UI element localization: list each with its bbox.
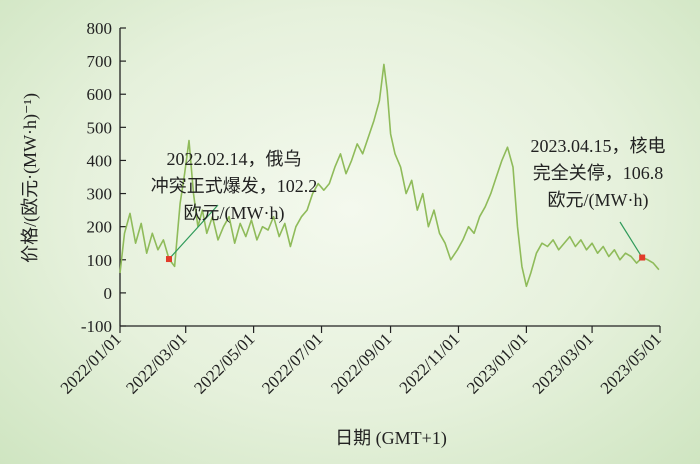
annotation-leader-line (168, 204, 219, 260)
x-axis-title: 日期 (GMT+1) (335, 428, 447, 449)
x-tick-label: 2022/11/01 (396, 329, 464, 397)
y-tick-label: 0 (104, 284, 113, 303)
y-tick-label: 500 (87, 118, 113, 137)
y-tick-label: 400 (87, 151, 113, 170)
annotation-text: 完全关停，106.8 (533, 163, 664, 183)
x-tick-label: 2022/07/01 (258, 329, 326, 397)
x-tick-label: 2022/09/01 (327, 329, 395, 397)
y-tick-label: 700 (87, 52, 113, 71)
price-series-line (119, 63, 660, 288)
x-tick-label: 2023/01/01 (463, 329, 531, 397)
annotation-text: 2023.04.15，核电 (531, 136, 666, 156)
annotation-leader-line (619, 221, 643, 258)
event-marker (165, 256, 172, 263)
annotation-text: 欧元/(MW·h) (548, 190, 649, 211)
x-tick-label: 2023/03/01 (529, 329, 597, 397)
y-axis-title: 价格/(欧元·(MW·h)⁻¹) (20, 93, 41, 263)
annotation-text: 欧元/(MW·h) (184, 203, 285, 224)
y-tick-label: 300 (87, 185, 113, 204)
line-layer (119, 63, 660, 288)
annotation-text: 2022.02.14，俄乌 (167, 149, 302, 169)
y-tick-label: 200 (87, 218, 113, 237)
x-tick-label: 2022/05/01 (190, 329, 258, 397)
y-tick-label: 800 (87, 19, 113, 38)
y-tick-label: 600 (87, 85, 113, 104)
x-tick-label: 2022/01/01 (57, 329, 125, 397)
y-tick-label: -100 (81, 317, 112, 336)
marker-layer (165, 254, 646, 263)
x-tick-label: 2023/05/01 (597, 329, 665, 397)
annotation-text: 冲突正式爆发，102.2 (151, 176, 318, 196)
event-marker (639, 254, 646, 261)
y-tick-label: 100 (87, 251, 113, 270)
x-tick-label: 2022/03/01 (122, 329, 190, 397)
